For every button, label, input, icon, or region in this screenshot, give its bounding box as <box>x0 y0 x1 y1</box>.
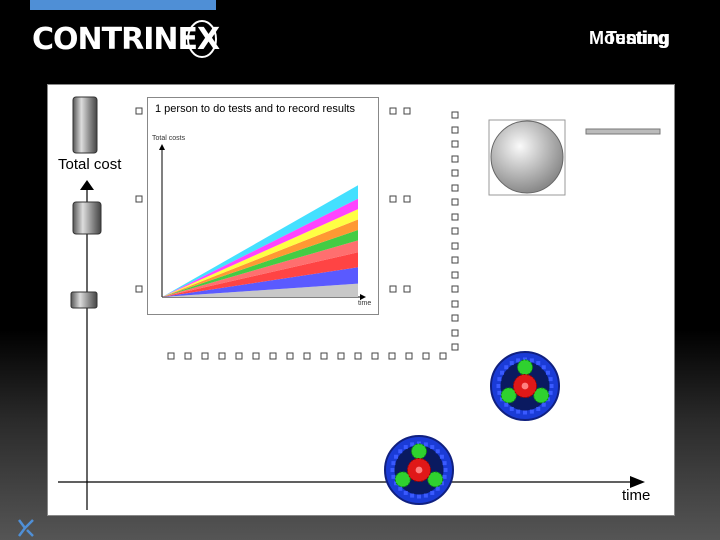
placeholder-square <box>252 352 260 360</box>
placeholder-square <box>451 198 459 206</box>
placeholder-square <box>451 343 459 351</box>
placeholder-square <box>451 169 459 177</box>
placeholder-square <box>451 256 459 264</box>
inset-caption: 1 person to do tests and to record resul… <box>155 103 355 115</box>
slide-title-testing: Testing <box>606 28 669 48</box>
placeholder-square <box>451 242 459 250</box>
main-x-axis-label: time <box>622 487 651 504</box>
logo-text: CONTRINEX <box>32 22 220 57</box>
planet-gear-icon <box>517 359 533 376</box>
small-cylinder-icon <box>70 291 98 309</box>
placeholder-square <box>451 140 459 148</box>
inset-y-axis-label: Total costs <box>152 135 186 142</box>
placeholder-square <box>135 285 143 293</box>
placeholder-square <box>451 285 459 293</box>
placeholder-square <box>451 184 459 192</box>
placeholder-square <box>303 352 311 360</box>
placeholder-square <box>451 155 459 163</box>
gear-lower <box>384 435 454 505</box>
placeholder-square <box>167 352 175 360</box>
placeholder-square <box>389 107 397 115</box>
placeholder-square <box>201 352 209 360</box>
large-cylinder-icon <box>72 96 98 154</box>
placeholder-square <box>388 352 396 360</box>
placeholder-dots <box>135 107 459 360</box>
planet-gear-icon <box>411 443 427 460</box>
placeholder-square <box>184 352 192 360</box>
planet-gear-icon <box>500 387 517 404</box>
placeholder-square <box>451 271 459 279</box>
placeholder-square <box>354 352 362 360</box>
placeholder-square <box>451 126 459 134</box>
sphere-icon <box>490 120 564 194</box>
area-series-2 <box>162 252 358 297</box>
contrinex-logo: CONTRINEX <box>30 14 220 64</box>
slide-title-mounting: Mounting <box>589 28 670 48</box>
planet-gear-icon <box>394 471 411 488</box>
placeholder-square <box>403 285 411 293</box>
placeholder-square <box>320 352 328 360</box>
footer-x-icon <box>18 519 34 537</box>
inset-chart-svg <box>159 144 366 300</box>
main-y-axis-label: Total cost <box>58 156 122 173</box>
inset-x-axis-label: time <box>358 300 372 307</box>
gear-upper <box>490 351 560 421</box>
placeholder-square <box>337 352 345 360</box>
placeholder-square <box>451 213 459 221</box>
placeholder-square <box>403 195 411 203</box>
planet-gear-icon <box>533 387 550 404</box>
placeholder-square <box>451 300 459 308</box>
x-axis-arrow-icon <box>630 476 645 488</box>
area-series-8 <box>162 185 358 297</box>
main-axes <box>58 180 645 510</box>
placeholder-square <box>218 352 226 360</box>
placeholder-square <box>389 285 397 293</box>
placeholder-square <box>135 195 143 203</box>
placeholder-square <box>439 352 447 360</box>
placeholder-square <box>371 352 379 360</box>
planet-gear-icon <box>427 471 444 488</box>
logo-swoosh-icon <box>187 20 217 58</box>
placeholder-square <box>235 352 243 360</box>
placeholder-square <box>389 195 397 203</box>
sensor-sphere <box>488 119 661 196</box>
placeholder-square <box>451 111 459 119</box>
placeholder-square <box>135 107 143 115</box>
sensor-cylinders <box>70 96 102 309</box>
placeholder-square <box>405 352 413 360</box>
placeholder-square <box>451 227 459 235</box>
placeholder-square <box>403 107 411 115</box>
placeholder-square <box>451 329 459 337</box>
placeholder-square <box>422 352 430 360</box>
area-series-5 <box>162 219 358 297</box>
flat-bar-icon <box>585 128 661 135</box>
placeholder-square <box>286 352 294 360</box>
placeholder-square <box>451 314 459 322</box>
cost-chart-inset: 1 person to do tests and to record resul… <box>147 97 379 315</box>
top-accent-bar <box>30 0 216 10</box>
medium-cylinder-icon <box>72 201 102 235</box>
y-axis-arrow-icon <box>80 180 94 190</box>
placeholder-square <box>269 352 277 360</box>
